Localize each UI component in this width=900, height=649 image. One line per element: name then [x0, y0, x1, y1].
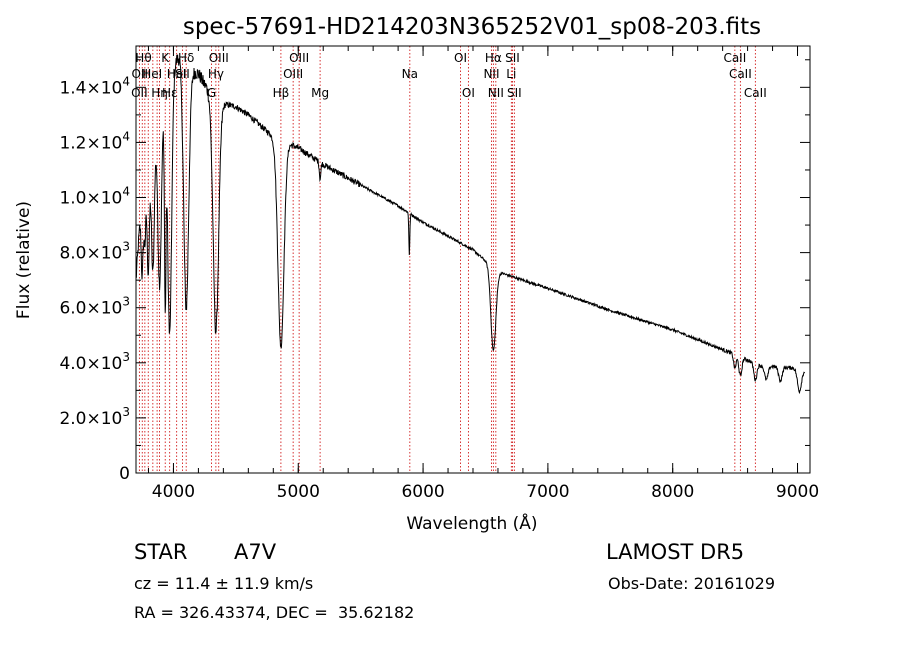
line-marker-label: OIII	[283, 67, 303, 81]
line-marker-labels: OII HηKHεHeISIIHδGHγOIIIHβOIIIOIIIMgNaOIO…	[131, 51, 767, 100]
redshift: cz = 11.4 ± 11.9 km/s	[134, 574, 314, 593]
line-marker-label: NII	[483, 67, 499, 81]
y-tick-label: 4.0×103	[59, 350, 130, 374]
line-markers	[138, 46, 756, 473]
plot-frame	[135, 45, 811, 474]
line-marker-label: Hη	[151, 86, 168, 100]
line-marker-label: Hδ	[178, 51, 194, 65]
line-marker-label: OIII	[289, 51, 309, 65]
line-marker-label: HeI	[167, 67, 187, 81]
x-tick-label: 9000	[776, 482, 819, 502]
y-tick-label: 1.4×104	[59, 74, 130, 98]
chart-title: spec-57691-HD214203N365252V01_sp08-203.f…	[183, 14, 761, 40]
line-marker-label: OII	[131, 86, 148, 100]
line-marker-label: OIII	[209, 51, 229, 65]
spectrum-chart: spec-57691-HD214203N365252V01_sp08-203.f…	[14, 14, 819, 534]
line-marker-label: SII	[175, 67, 190, 81]
survey-name: LAMOST DR5	[606, 540, 745, 564]
x-tick-label: 6000	[401, 482, 444, 502]
line-marker-label: CaII	[729, 67, 752, 81]
y-tick-label: 2.0×103	[59, 405, 130, 429]
line-marker-label: NII	[488, 86, 504, 100]
y-tick-label: 1.0×104	[59, 185, 130, 209]
line-marker-label: K	[161, 51, 170, 65]
object-type: STAR	[134, 540, 188, 564]
line-marker-label: Hα	[485, 51, 502, 65]
line-marker-label: G	[207, 86, 216, 100]
spectrum-line	[135, 54, 806, 395]
subclass: A7V	[234, 540, 277, 564]
x-tick-label: 7000	[526, 482, 569, 502]
line-marker-label: OI	[454, 51, 467, 65]
line-marker-label: OI	[462, 86, 475, 100]
line-marker-label: Li	[506, 67, 516, 81]
x-tick-label: 5000	[277, 482, 320, 502]
line-marker-label: Mg	[311, 86, 329, 100]
x-axis-label: Wavelength (Å)	[406, 512, 537, 534]
line-marker-label: Hθ	[135, 51, 151, 65]
line-marker-label: HeI	[142, 67, 162, 81]
y-tick-label: 0	[119, 464, 130, 484]
y-axis-label: Flux (relative)	[14, 201, 34, 319]
line-marker-label: SII	[507, 86, 522, 100]
y-tick-label: 1.2×104	[59, 129, 130, 153]
line-marker-label: Na	[402, 67, 418, 81]
y-tick-label: 6.0×103	[59, 295, 130, 319]
obs-date: Obs-Date: 20161029	[608, 574, 776, 593]
y-tick-label: 8.0×103	[59, 240, 130, 264]
x-axis: 4000 5000 6000 7000 8000 9000	[147, 46, 819, 502]
line-marker-label: Hε	[162, 86, 178, 100]
line-marker-label: SII	[505, 51, 520, 65]
line-marker-label: CaII	[744, 86, 767, 100]
line-marker-label: CaII	[723, 51, 746, 65]
line-marker-label: Hβ	[273, 86, 290, 100]
coordinates: RA = 326.43374, DEC = 35.62182	[134, 603, 415, 622]
line-marker-label: Hγ	[208, 67, 224, 81]
x-tick-label: 8000	[651, 482, 694, 502]
x-tick-label: 4000	[152, 482, 195, 502]
y-axis: 0 2.0×103 4.0×103 6.0×103 8.0×103 1.0×104 1.2×…	[59, 59, 810, 484]
